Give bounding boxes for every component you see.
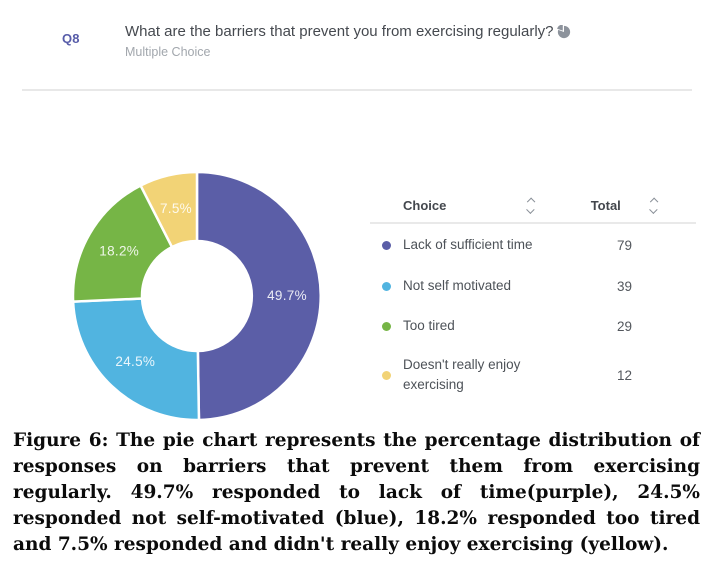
pie-slice[interactable] <box>139 170 199 249</box>
total-value: 29 <box>616 318 633 334</box>
donut-chart-container: 49.7% 24.5% 18.2% 7.5% <box>67 166 327 426</box>
slice-label: 7.5% <box>160 201 192 216</box>
header-divider <box>22 89 692 91</box>
table-header-divider <box>370 222 696 224</box>
choice-label: Too tired <box>403 318 455 334</box>
question-type-label: Multiple Choice <box>125 45 211 59</box>
sort-arrows-icon[interactable] <box>526 197 536 215</box>
donut-chart: 49.7% 24.5% 18.2% 7.5% <box>71 170 322 422</box>
question-title: What are the barriers that prevent you f… <box>125 23 685 43</box>
question-text: What are the barriers that prevent you f… <box>125 23 554 40</box>
total-value: 39 <box>616 278 633 294</box>
slice-label: 18.2% <box>99 243 139 258</box>
total-value: 12 <box>616 367 633 383</box>
slice-label: 24.5% <box>115 354 155 369</box>
choices-table: Choice Total Lack of sufficient time 79 … <box>370 189 696 404</box>
slice-label: 49.7% <box>267 288 307 303</box>
total-value: 79 <box>616 237 633 253</box>
legend-dot <box>382 240 391 250</box>
pie-slice[interactable] <box>195 170 322 422</box>
table-row: Not self motivated 39 <box>370 266 696 306</box>
legend-dot <box>382 321 391 331</box>
total-column-header: Total <box>590 198 621 213</box>
choice-label: Doesn't really enjoy exercising <box>403 357 521 392</box>
choice-label: Not self motivated <box>403 278 512 294</box>
table-header-row: Choice Total <box>370 189 696 222</box>
legend-dot <box>382 281 391 291</box>
pie-chart-icon <box>556 24 571 43</box>
figure-caption: Figure 6: The pie chart represents the p… <box>13 430 700 555</box>
table-row: Doesn't really enjoy exercising 12 <box>370 346 696 404</box>
choice-column-header: Choice <box>403 198 447 213</box>
sort-arrows-icon[interactable] <box>649 197 659 215</box>
pie-slice[interactable] <box>71 297 201 422</box>
legend-dot <box>382 370 391 380</box>
pie-slice[interactable] <box>71 184 174 303</box>
table-row: Too tired 29 <box>370 306 696 346</box>
question-number: Q8 <box>62 31 80 46</box>
table-row: Lack of sufficient time 79 <box>370 224 696 266</box>
choice-label: Lack of sufficient time <box>403 237 533 253</box>
